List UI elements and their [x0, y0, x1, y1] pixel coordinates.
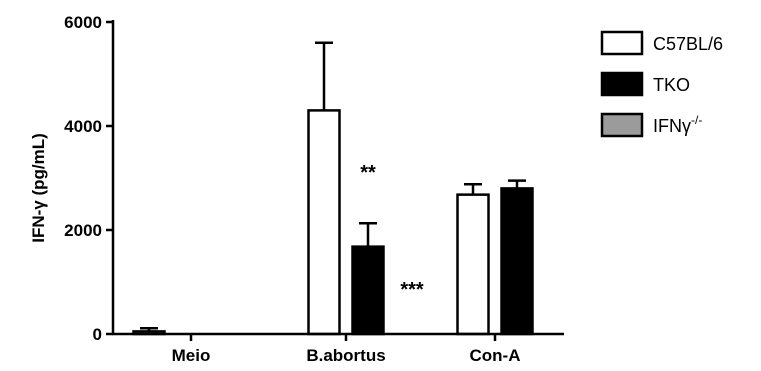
legend-label-1: TKO: [653, 75, 690, 95]
legend-swatch-2: [600, 112, 644, 138]
bars-layer: *****: [132, 41, 534, 336]
x-tick-label: B.abortus: [306, 346, 385, 365]
legend-swatch-0: [600, 30, 644, 56]
bar-cona-1: [500, 187, 534, 336]
legend: C57BL/6 TKO IFNγ-/-: [600, 30, 723, 138]
x-tick-label: Con-A: [470, 346, 521, 365]
y-tick-label: 2000: [64, 221, 102, 240]
x-tick-label: Meio: [172, 346, 211, 365]
y-tick-label: 6000: [64, 13, 102, 32]
bar-babortus-1: [351, 245, 385, 336]
legend-label-0: C57BL/6: [653, 34, 723, 54]
bar-babortus-0: [307, 109, 341, 336]
y-axis-title: IFN-γ (pg/mL): [29, 133, 48, 243]
bar-cona-0: [456, 193, 490, 336]
y-tick-label: 0: [93, 325, 102, 344]
y-tick-label: 4000: [64, 117, 102, 136]
axes-layer: 0 2000 4000 6000 Meio B.abortus Con-A IFN-γ (pg…: [29, 13, 564, 365]
legend-label-2: IFNγ-/-: [653, 113, 702, 136]
legend-swatch-1: [600, 71, 644, 97]
significance-label-0: **: [360, 162, 376, 184]
significance-label-1: ***: [400, 279, 424, 301]
